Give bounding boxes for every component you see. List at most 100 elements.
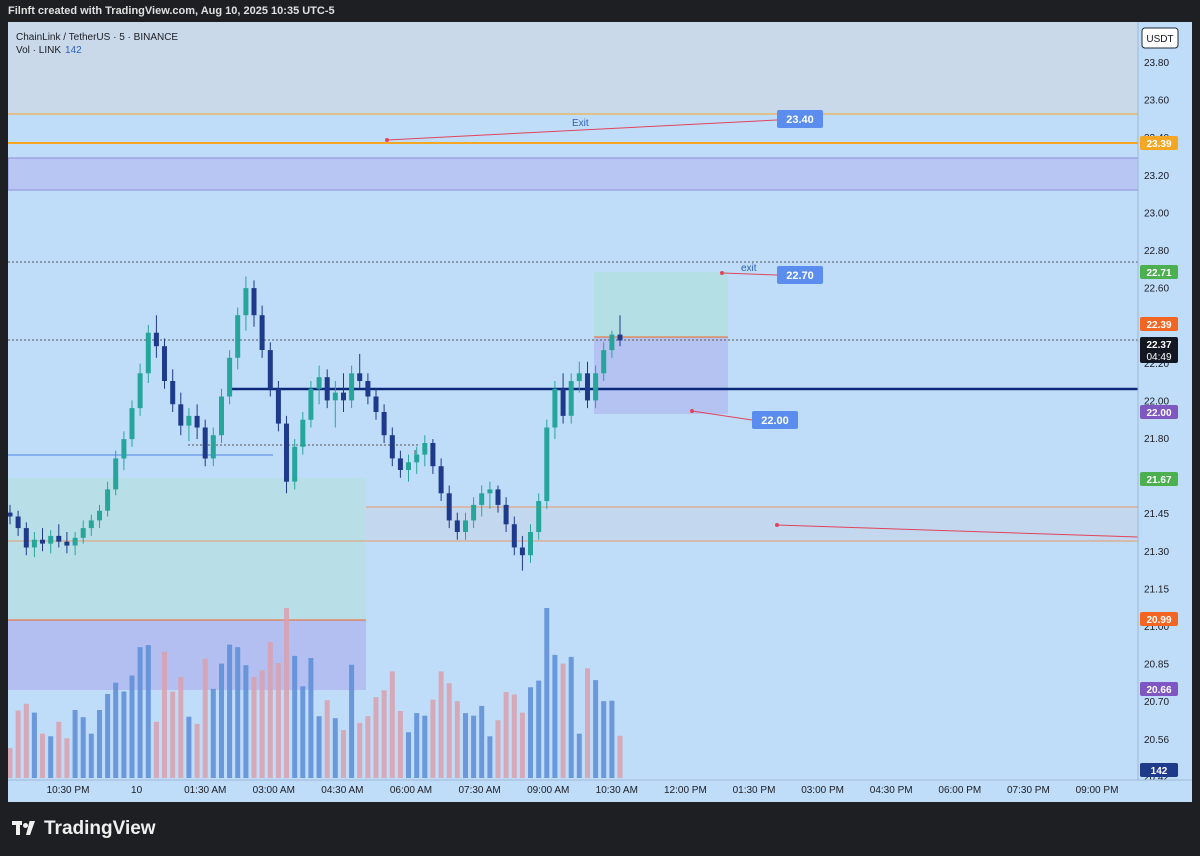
candle-body <box>153 332 159 347</box>
time-tick-label: 06:00 AM <box>390 785 432 796</box>
candle-body <box>503 504 509 525</box>
candle-body <box>422 443 428 455</box>
candle-body <box>373 396 379 412</box>
time-tick-label: 03:00 PM <box>801 785 844 796</box>
candle-body <box>219 396 224 436</box>
volume-bar <box>324 700 330 778</box>
volume-bar <box>235 647 241 778</box>
price-badge <box>1140 682 1178 696</box>
candle-body <box>381 412 387 436</box>
candle-body <box>593 373 599 401</box>
volume-bar <box>511 694 517 778</box>
candle-body <box>414 454 420 463</box>
time-tick-label: 03:00 AM <box>253 785 295 796</box>
currency-label: USDT <box>1146 34 1173 45</box>
volume-bar <box>568 656 574 778</box>
price-tick-label: 22.80 <box>1144 246 1169 257</box>
volume-bar <box>178 677 184 778</box>
candle-body <box>576 373 582 381</box>
candle-body <box>544 427 550 501</box>
candle-body <box>210 435 216 459</box>
price-badge-label: 142 <box>1151 766 1168 777</box>
volume-bar <box>113 682 119 778</box>
candle-body <box>585 373 590 401</box>
price-badge-label: 22.71 <box>1146 268 1171 279</box>
exit-trendline-anchor <box>385 138 389 142</box>
price-badge <box>1140 265 1178 279</box>
supply-zone <box>8 157 1139 191</box>
volume-bar <box>145 645 151 778</box>
lower-trendline <box>776 524 1139 538</box>
time-tick-label: 07:30 PM <box>1007 785 1050 796</box>
time-tick-label: 04:30 AM <box>321 785 363 796</box>
candle-body <box>349 373 355 401</box>
candle-body <box>406 462 411 470</box>
position-profit-zone-left <box>8 478 366 620</box>
price-tick-label: 22.60 <box>1144 284 1169 295</box>
candle-body <box>454 520 460 532</box>
candle-body <box>145 332 151 374</box>
volume-bar <box>153 721 159 778</box>
volume-bar <box>576 733 582 778</box>
legend-volume-label: Vol · LINK <box>16 45 62 56</box>
chart-legend: ChainLink / TetherUS · 5 · BINANCE Vol ·… <box>16 31 178 57</box>
volume-bar <box>495 720 501 778</box>
price-chart[interactable]: Exit 23.40 exit 22.70 22.00 L 23.8023.60… <box>8 22 1192 802</box>
volume-bar <box>48 736 54 778</box>
candle-body <box>471 504 477 521</box>
volume-bar <box>300 686 306 778</box>
tradingview-logo-text: TradingView <box>44 818 156 839</box>
volume-bar <box>8 748 13 778</box>
price-tick-label: 20.42 <box>1144 772 1169 783</box>
candle-body <box>430 443 436 467</box>
header-text: Filnft created with TradingView.com, Aug… <box>8 5 335 17</box>
candle-body <box>300 419 306 447</box>
volume-bar <box>536 680 542 778</box>
annotation-exit-callout[interactable] <box>777 110 823 128</box>
volume-bar <box>397 711 403 778</box>
legend-volume: Vol · LINK 142 <box>16 44 178 57</box>
volume-bar <box>430 699 436 778</box>
position-profit-zone-right <box>594 272 728 337</box>
candle-body <box>568 381 574 416</box>
volume-bar <box>349 664 355 778</box>
volume-bar <box>194 723 200 778</box>
volume-bar <box>23 703 29 778</box>
time-axis <box>8 780 1192 802</box>
volume-bar <box>292 655 298 778</box>
volume-bar <box>503 692 509 778</box>
volume-bar <box>446 683 452 778</box>
annotation-exit2-callout[interactable] <box>777 266 823 284</box>
volume-bar <box>381 690 387 778</box>
currency-button[interactable] <box>1141 27 1179 49</box>
legend-volume-value: 142 <box>65 45 82 56</box>
candle-body <box>609 334 615 351</box>
candle-body <box>528 532 533 556</box>
candle-body <box>235 315 241 358</box>
volume-bar <box>97 710 102 778</box>
candle-body <box>129 408 135 440</box>
exit2-trendline-anchor <box>720 271 724 275</box>
chart-frame[interactable]: Exit 23.40 exit 22.70 22.00 L 23.8023.60… <box>8 22 1192 802</box>
candle-body <box>105 489 111 511</box>
tradingview-logo[interactable]: TradingView <box>12 818 156 840</box>
price-tick-label: 20.56 <box>1144 735 1169 746</box>
candle-body <box>162 346 167 381</box>
chart-header: Filnft created with TradingView.com, Aug… <box>0 0 1200 22</box>
price-tick-label: 23.60 <box>1144 96 1169 107</box>
exit-trendline <box>386 119 778 141</box>
volume-bar <box>56 721 62 778</box>
price-tick-label: 21.80 <box>1144 434 1169 445</box>
time-tick-label: 01:30 AM <box>184 785 226 796</box>
volume-bar <box>243 665 249 778</box>
entry-trendline <box>691 410 753 421</box>
candle-body <box>365 381 371 397</box>
footer <box>0 802 1200 856</box>
candle-body <box>357 373 363 381</box>
candle-body <box>113 458 119 490</box>
price-tick-label: 21.00 <box>1144 622 1169 633</box>
volume-bar <box>617 735 623 778</box>
candle-body <box>397 458 403 470</box>
annotation-entry-callout[interactable] <box>752 411 798 429</box>
